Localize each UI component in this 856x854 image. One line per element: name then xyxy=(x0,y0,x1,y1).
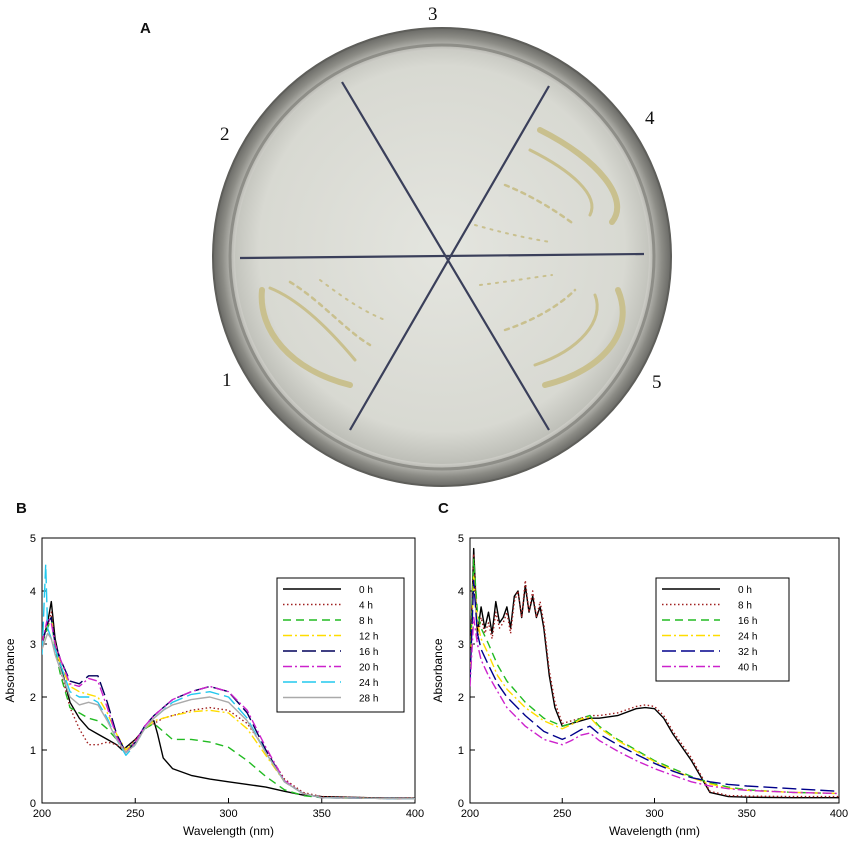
sector-label-1: 1 xyxy=(222,370,232,391)
x-tick-label: 200 xyxy=(461,808,479,820)
series-group xyxy=(42,563,415,800)
y-tick-label: 4 xyxy=(458,586,464,598)
legend-label: 12 h xyxy=(359,632,378,643)
y-tick-label: 3 xyxy=(458,639,464,651)
y-tick-label: 0 xyxy=(458,798,464,810)
x-tick-label: 300 xyxy=(219,808,237,820)
x-tick-label: 350 xyxy=(313,808,331,820)
x-axis-title: Wavelength (nm) xyxy=(183,824,274,838)
legend-label: 32 h xyxy=(738,647,757,658)
legend-label: 28 h xyxy=(359,694,378,705)
x-axis-title: Wavelength (nm) xyxy=(609,824,700,838)
series-line-28h xyxy=(42,632,415,800)
legend-label: 16 h xyxy=(738,616,757,627)
y-tick-label: 5 xyxy=(30,533,36,545)
x-tick-label: 400 xyxy=(830,808,848,820)
y-tick-label: 2 xyxy=(30,692,36,704)
legend-label: 4 h xyxy=(359,601,373,612)
sector-lines xyxy=(239,81,645,431)
series-line-32h xyxy=(470,579,839,792)
x-tick-label: 250 xyxy=(553,808,571,820)
sector-label-2: 2 xyxy=(220,124,230,145)
series-line-24h xyxy=(470,574,839,795)
sector-label-5: 5 xyxy=(652,372,662,393)
series-line-8h xyxy=(470,553,839,798)
legend-label: 20 h xyxy=(359,663,378,674)
y-axis-title: Absorbance xyxy=(431,638,445,702)
y-tick-label: 5 xyxy=(458,533,464,545)
panel-label-c: C xyxy=(438,500,449,517)
legend-box xyxy=(655,577,790,682)
petri-dish-photo: 1 2 3 4 5 xyxy=(212,4,672,487)
sector-label-4: 4 xyxy=(645,108,655,129)
y-tick-label: 0 xyxy=(30,798,36,810)
panel-label-a: A xyxy=(140,20,151,37)
legend-label: 8 h xyxy=(738,601,752,612)
series-group xyxy=(470,547,839,799)
sector-label-3: 3 xyxy=(428,4,438,25)
x-tick-label: 350 xyxy=(738,808,756,820)
y-tick-label: 3 xyxy=(30,639,36,651)
series-line-0h xyxy=(470,547,839,799)
legend-label: 24 h xyxy=(738,632,757,643)
y-tick-label: 2 xyxy=(458,692,464,704)
y-axis-title: Absorbance xyxy=(3,638,17,702)
y-tick-label: 4 xyxy=(30,586,36,598)
legend-label: 8 h xyxy=(359,616,373,627)
legend-box xyxy=(276,577,405,713)
series-line-8h xyxy=(42,616,415,800)
x-tick-label: 250 xyxy=(126,808,144,820)
panel-label-b: B xyxy=(16,500,27,517)
y-tick-label: 1 xyxy=(30,745,36,757)
legend-label: 0 h xyxy=(738,585,752,596)
legend-label: 40 h xyxy=(738,663,757,674)
series-line-16h xyxy=(470,558,839,795)
dish-inner-rim xyxy=(228,43,656,471)
legend-label: 0 h xyxy=(359,585,373,596)
colony-streaks xyxy=(258,127,626,388)
chart-panel-c: 200 250 300 350 400 0 1 2 3 4 5 Wavelength (nm) Abso… xyxy=(431,533,848,838)
series-line-20h xyxy=(42,616,415,800)
chart-panel-b: 200 250 300 350 400 0 1 2 3 4 5 Wavelength (nm) Abso… xyxy=(3,533,424,838)
x-tick-label: 300 xyxy=(645,808,663,820)
x-tick-label: 400 xyxy=(406,808,424,820)
series-line-40h xyxy=(470,616,839,795)
y-tick-label: 1 xyxy=(458,745,464,757)
legend-label: 16 h xyxy=(359,647,378,658)
x-tick-label: 200 xyxy=(33,808,51,820)
legend-label: 24 h xyxy=(359,678,378,689)
